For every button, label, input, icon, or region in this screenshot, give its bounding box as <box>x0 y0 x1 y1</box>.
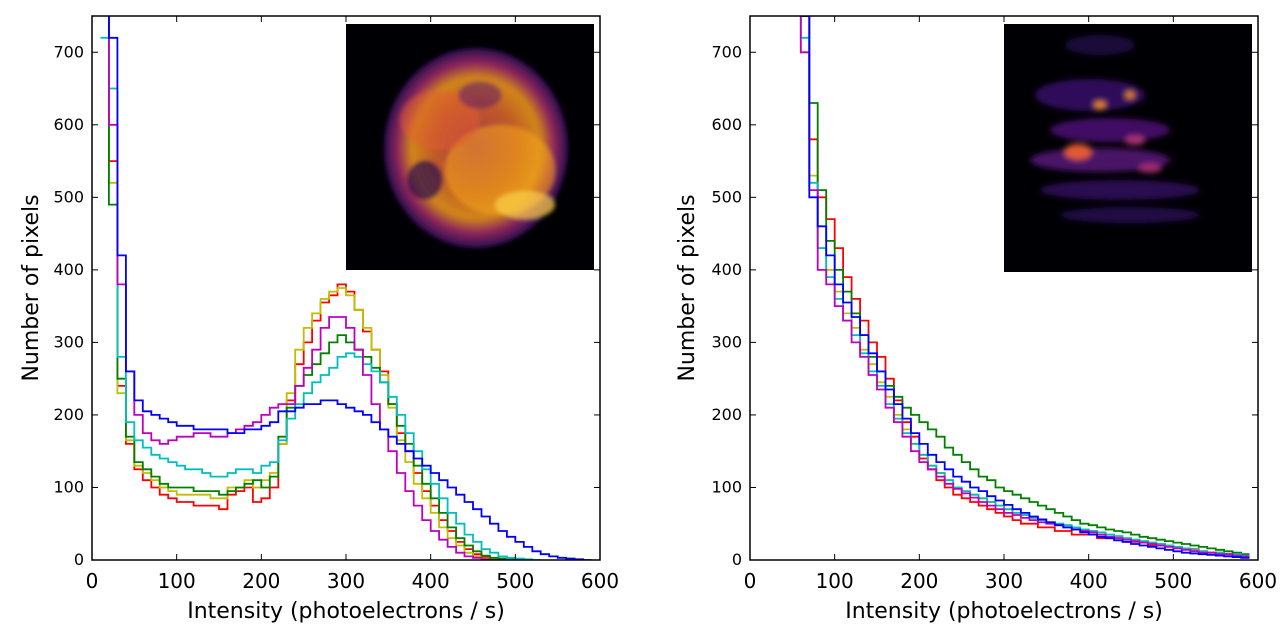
y-axis-label: Number of pixels <box>19 194 44 381</box>
x-tick-label: 300 <box>985 569 1023 593</box>
y-tick-label: 0 <box>74 550 84 569</box>
x-tick-label: 0 <box>744 569 757 593</box>
streak-intensity-image <box>1030 35 1200 223</box>
y-tick-label: 300 <box>53 332 84 351</box>
series-line-0 <box>108 16 524 560</box>
y-tick-label: 100 <box>711 477 742 496</box>
series-line-2 <box>808 16 1250 556</box>
x-axis-label: Intensity (photoelectrons / s) <box>845 599 1163 624</box>
series-line-5 <box>108 16 592 560</box>
y-tick-label: 400 <box>53 260 84 279</box>
x-tick-label: 400 <box>412 569 450 593</box>
inset-image-ring <box>346 24 594 270</box>
x-tick-label: 300 <box>327 569 365 593</box>
series-layer <box>100 16 592 560</box>
x-tick-label: 200 <box>900 569 938 593</box>
y-tick-label: 600 <box>711 115 742 134</box>
y-axis-label: Number of pixels <box>675 194 700 381</box>
x-tick-label: 100 <box>816 569 854 593</box>
series-line-3 <box>100 36 541 560</box>
chart-panel-right: 0 100 200 300 400 500 600 700 0 100 200 300 400 500 60… <box>675 15 1277 624</box>
y-tick-label: 700 <box>53 42 84 61</box>
y-tick-label: 200 <box>711 405 742 424</box>
x-tick-label: 200 <box>242 569 280 593</box>
y-tick-label: 200 <box>53 405 84 424</box>
y-tick-label: 100 <box>53 477 84 496</box>
x-tick-label: 500 <box>496 569 534 593</box>
chart-panel-left: 0 100 200 300 400 500 600 700 0 100 200 300 400 500 60… <box>19 15 619 624</box>
inset-image-streaks <box>1004 24 1252 272</box>
x-tick-label: 100 <box>158 569 196 593</box>
series-line-4 <box>799 16 1250 558</box>
series-line-1 <box>108 16 524 560</box>
y-tick-label: 400 <box>711 260 742 279</box>
ring-intensity-image <box>384 48 568 248</box>
series-line-4 <box>108 16 507 560</box>
inset-background <box>1004 24 1252 272</box>
y-tick-label: 700 <box>711 42 742 61</box>
y-tick-label: 0 <box>732 550 742 569</box>
x-tick-label: 0 <box>86 569 99 593</box>
ticks-layer: 0 100 200 300 400 500 600 700 0 100 200 300 400 500 60… <box>711 16 1277 593</box>
x-tick-label: 600 <box>1239 569 1277 593</box>
y-tick-label: 300 <box>711 332 742 351</box>
x-axis-label: Intensity (photoelectrons / s) <box>187 599 505 624</box>
x-tick-label: 500 <box>1154 569 1192 593</box>
x-tick-label: 600 <box>581 569 619 593</box>
series-layer <box>799 16 1250 559</box>
y-tick-label: 500 <box>711 187 742 206</box>
series-line-2 <box>108 16 533 560</box>
x-tick-label: 400 <box>1070 569 1108 593</box>
y-tick-label: 500 <box>53 187 84 206</box>
y-tick-label: 600 <box>53 115 84 134</box>
ticks-layer: 0 100 200 300 400 500 600 700 0 100 200 300 400 500 60… <box>53 16 619 593</box>
series-line-5 <box>799 16 1250 559</box>
